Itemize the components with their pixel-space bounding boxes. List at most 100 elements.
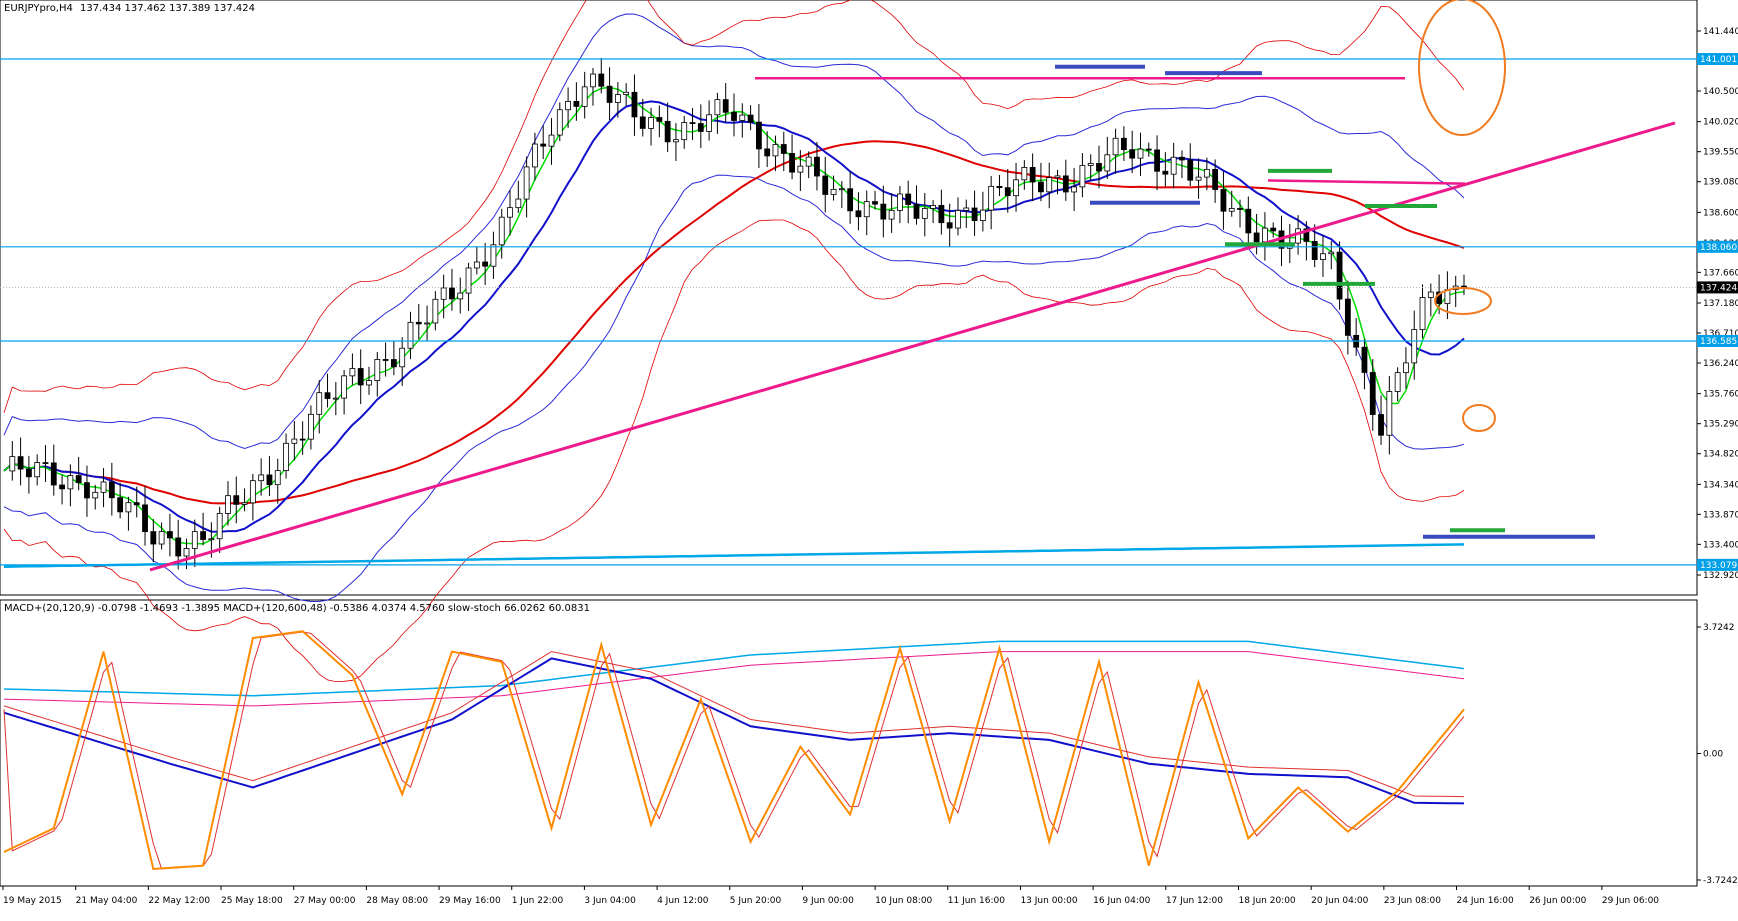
bullish-candle (291, 438, 298, 444)
bearish-candle (1129, 149, 1136, 159)
osc-tick-label: -3.7242 (1703, 876, 1738, 886)
bullish-candle (955, 210, 961, 229)
bullish-candle (979, 209, 986, 221)
bullish-candle (1228, 208, 1235, 212)
oscillator-lines: 3.7242 0.00 -3.7242 (3, 623, 1738, 886)
bullish-candle (473, 261, 480, 269)
bullish-candle (399, 347, 406, 368)
bullish-candle (341, 375, 348, 399)
bearish-candle (656, 117, 663, 122)
price-tick-label: 132.920 (1703, 571, 1738, 581)
bearish-candle (880, 203, 887, 220)
ohlc-readout: 137.434 137.462 137.389 137.424 (80, 3, 255, 14)
bullish-candle (1104, 154, 1111, 172)
time-tick-label: 19 May 2015 (3, 896, 62, 906)
bullish-candle (830, 188, 837, 195)
bearish-candle (390, 359, 397, 368)
time-tick-label: 23 Jun 08:00 (1384, 896, 1441, 906)
highlight-circle (1462, 404, 1496, 432)
bullish-candle (424, 322, 430, 325)
bearish-candle (150, 531, 157, 545)
price-tag (1697, 558, 1738, 571)
price-tick-label: 137.660 (1703, 268, 1738, 278)
bullish-candle (1320, 253, 1326, 261)
bullish-candle (457, 292, 464, 300)
bollinger-lower (3, 174, 1465, 602)
bearish-candle (1336, 251, 1343, 300)
bearish-candle (1029, 167, 1036, 183)
bullish-candle (673, 139, 679, 143)
bullish-candle (590, 73, 596, 88)
bullish-candle (249, 480, 256, 504)
bullish-candle (407, 321, 414, 349)
time-tick-label: 5 Jun 20:00 (730, 896, 782, 906)
time-tick-label: 25 May 18:00 (221, 896, 283, 906)
bearish-candle (357, 368, 364, 386)
bearish-candle (664, 120, 671, 143)
price-axis: 141.440 141.001 140.500 140.020 139.550 139.0… (1697, 27, 1738, 581)
bearish-candle (1162, 170, 1169, 175)
bearish-candle (42, 462, 49, 464)
bearish-candle (25, 468, 32, 478)
bearish-candle (324, 392, 331, 399)
price-tick-label: 139.080 (1703, 178, 1738, 188)
bearish-candle (1303, 228, 1310, 242)
bearish-candle (1096, 163, 1102, 172)
price-tag-label: 136.585 (1700, 337, 1737, 347)
bullish-candle (225, 495, 231, 514)
bullish-candle (838, 188, 845, 191)
time-tick-label: 13 Jun 00:00 (1020, 896, 1077, 906)
price-tick-label: 141.440 (1703, 27, 1738, 37)
bearish-candle (946, 222, 953, 229)
bullish-candle (258, 474, 265, 482)
bullish-candle (1411, 329, 1418, 364)
bearish-candle (540, 143, 547, 147)
price-tick-label: 140.020 (1703, 118, 1738, 128)
bullish-candle (67, 475, 74, 490)
bearish-candle (1154, 149, 1160, 172)
moving-average-long (3, 543, 1465, 568)
time-tick-label: 27 May 00:00 (294, 896, 356, 906)
price-tick-label: 133.400 (1703, 540, 1738, 550)
bearish-candle (84, 482, 90, 499)
time-tick-label: 20 Jun 04:00 (1311, 896, 1368, 906)
resistance-line (1267, 179, 1466, 185)
bullish-candle (681, 122, 688, 141)
bearish-candle (814, 156, 820, 177)
time-tick-label: 3 Jun 04:00 (584, 896, 636, 906)
bullish-candle (1403, 362, 1409, 374)
bearish-candle (382, 359, 389, 361)
bullish-candle (921, 208, 928, 219)
bullish-candle (183, 548, 190, 557)
bullish-candle (100, 481, 107, 493)
bullish-candle (1112, 137, 1119, 156)
time-tick-label: 1 Jun 22:00 (512, 896, 564, 906)
bearish-candle (573, 100, 580, 107)
bullish-candle (1046, 177, 1053, 193)
bearish-candle (133, 502, 140, 506)
bullish-candle (888, 209, 895, 220)
bullish-candle (125, 502, 132, 513)
bearish-candle (971, 207, 978, 221)
bearish-candle (598, 73, 605, 87)
bearish-candle (1179, 156, 1185, 161)
time-tick-label: 18 Jun 20:00 (1238, 896, 1295, 906)
bearish-candle (266, 474, 273, 486)
bearish-candle (1220, 189, 1227, 212)
bullish-candle (1203, 168, 1210, 178)
time-tick-label: 26 Jun 00:00 (1529, 896, 1586, 906)
bearish-candle (780, 144, 787, 154)
bearish-candle (415, 321, 422, 325)
price-tick-label: 138.600 (1703, 208, 1738, 218)
macd-long-line (3, 640, 1465, 697)
bullish-candle (440, 287, 447, 300)
bearish-candle (1344, 298, 1351, 336)
time-tick-label: 11 Jun 16:00 (948, 896, 1005, 906)
bullish-candle (208, 538, 215, 541)
bearish-candle (1361, 346, 1368, 373)
price-panel (0, 0, 1698, 596)
macd-long-signal (3, 651, 1465, 707)
bollinger-upper (3, 13, 1465, 450)
bullish-candle (308, 413, 314, 440)
